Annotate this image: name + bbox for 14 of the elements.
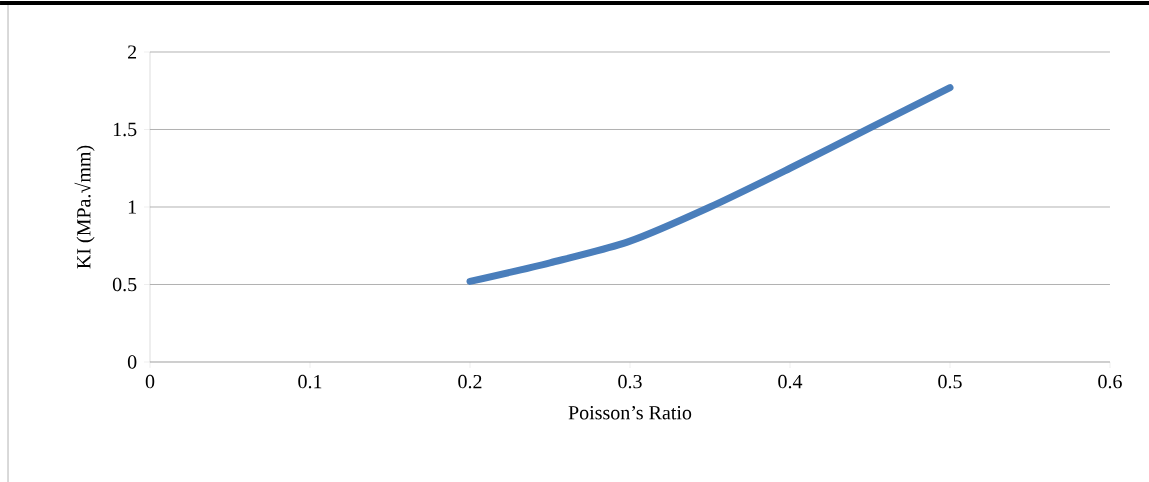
- y-tick-label: 1.5: [113, 122, 137, 137]
- x-axis-title: Poisson’s Ratio: [568, 405, 692, 420]
- y-axis-title: KI (MPa.√mm): [74, 145, 95, 269]
- x-tick-label: 0.1: [298, 374, 322, 389]
- x-tick-label: 0.6: [1098, 374, 1122, 389]
- y-tick-label: 1: [128, 200, 136, 214]
- y-tick-label: 0.5: [112, 277, 137, 292]
- y-tick-label: 2: [128, 45, 137, 59]
- y-tick-label: 0: [127, 355, 137, 369]
- x-tick-label: 0.5: [938, 374, 962, 389]
- x-tick-label: 0.2: [458, 374, 482, 389]
- x-tick-label: 0.4: [778, 374, 803, 389]
- x-tick-label: 0: [145, 374, 155, 389]
- x-tick-label: 0.3: [618, 374, 642, 389]
